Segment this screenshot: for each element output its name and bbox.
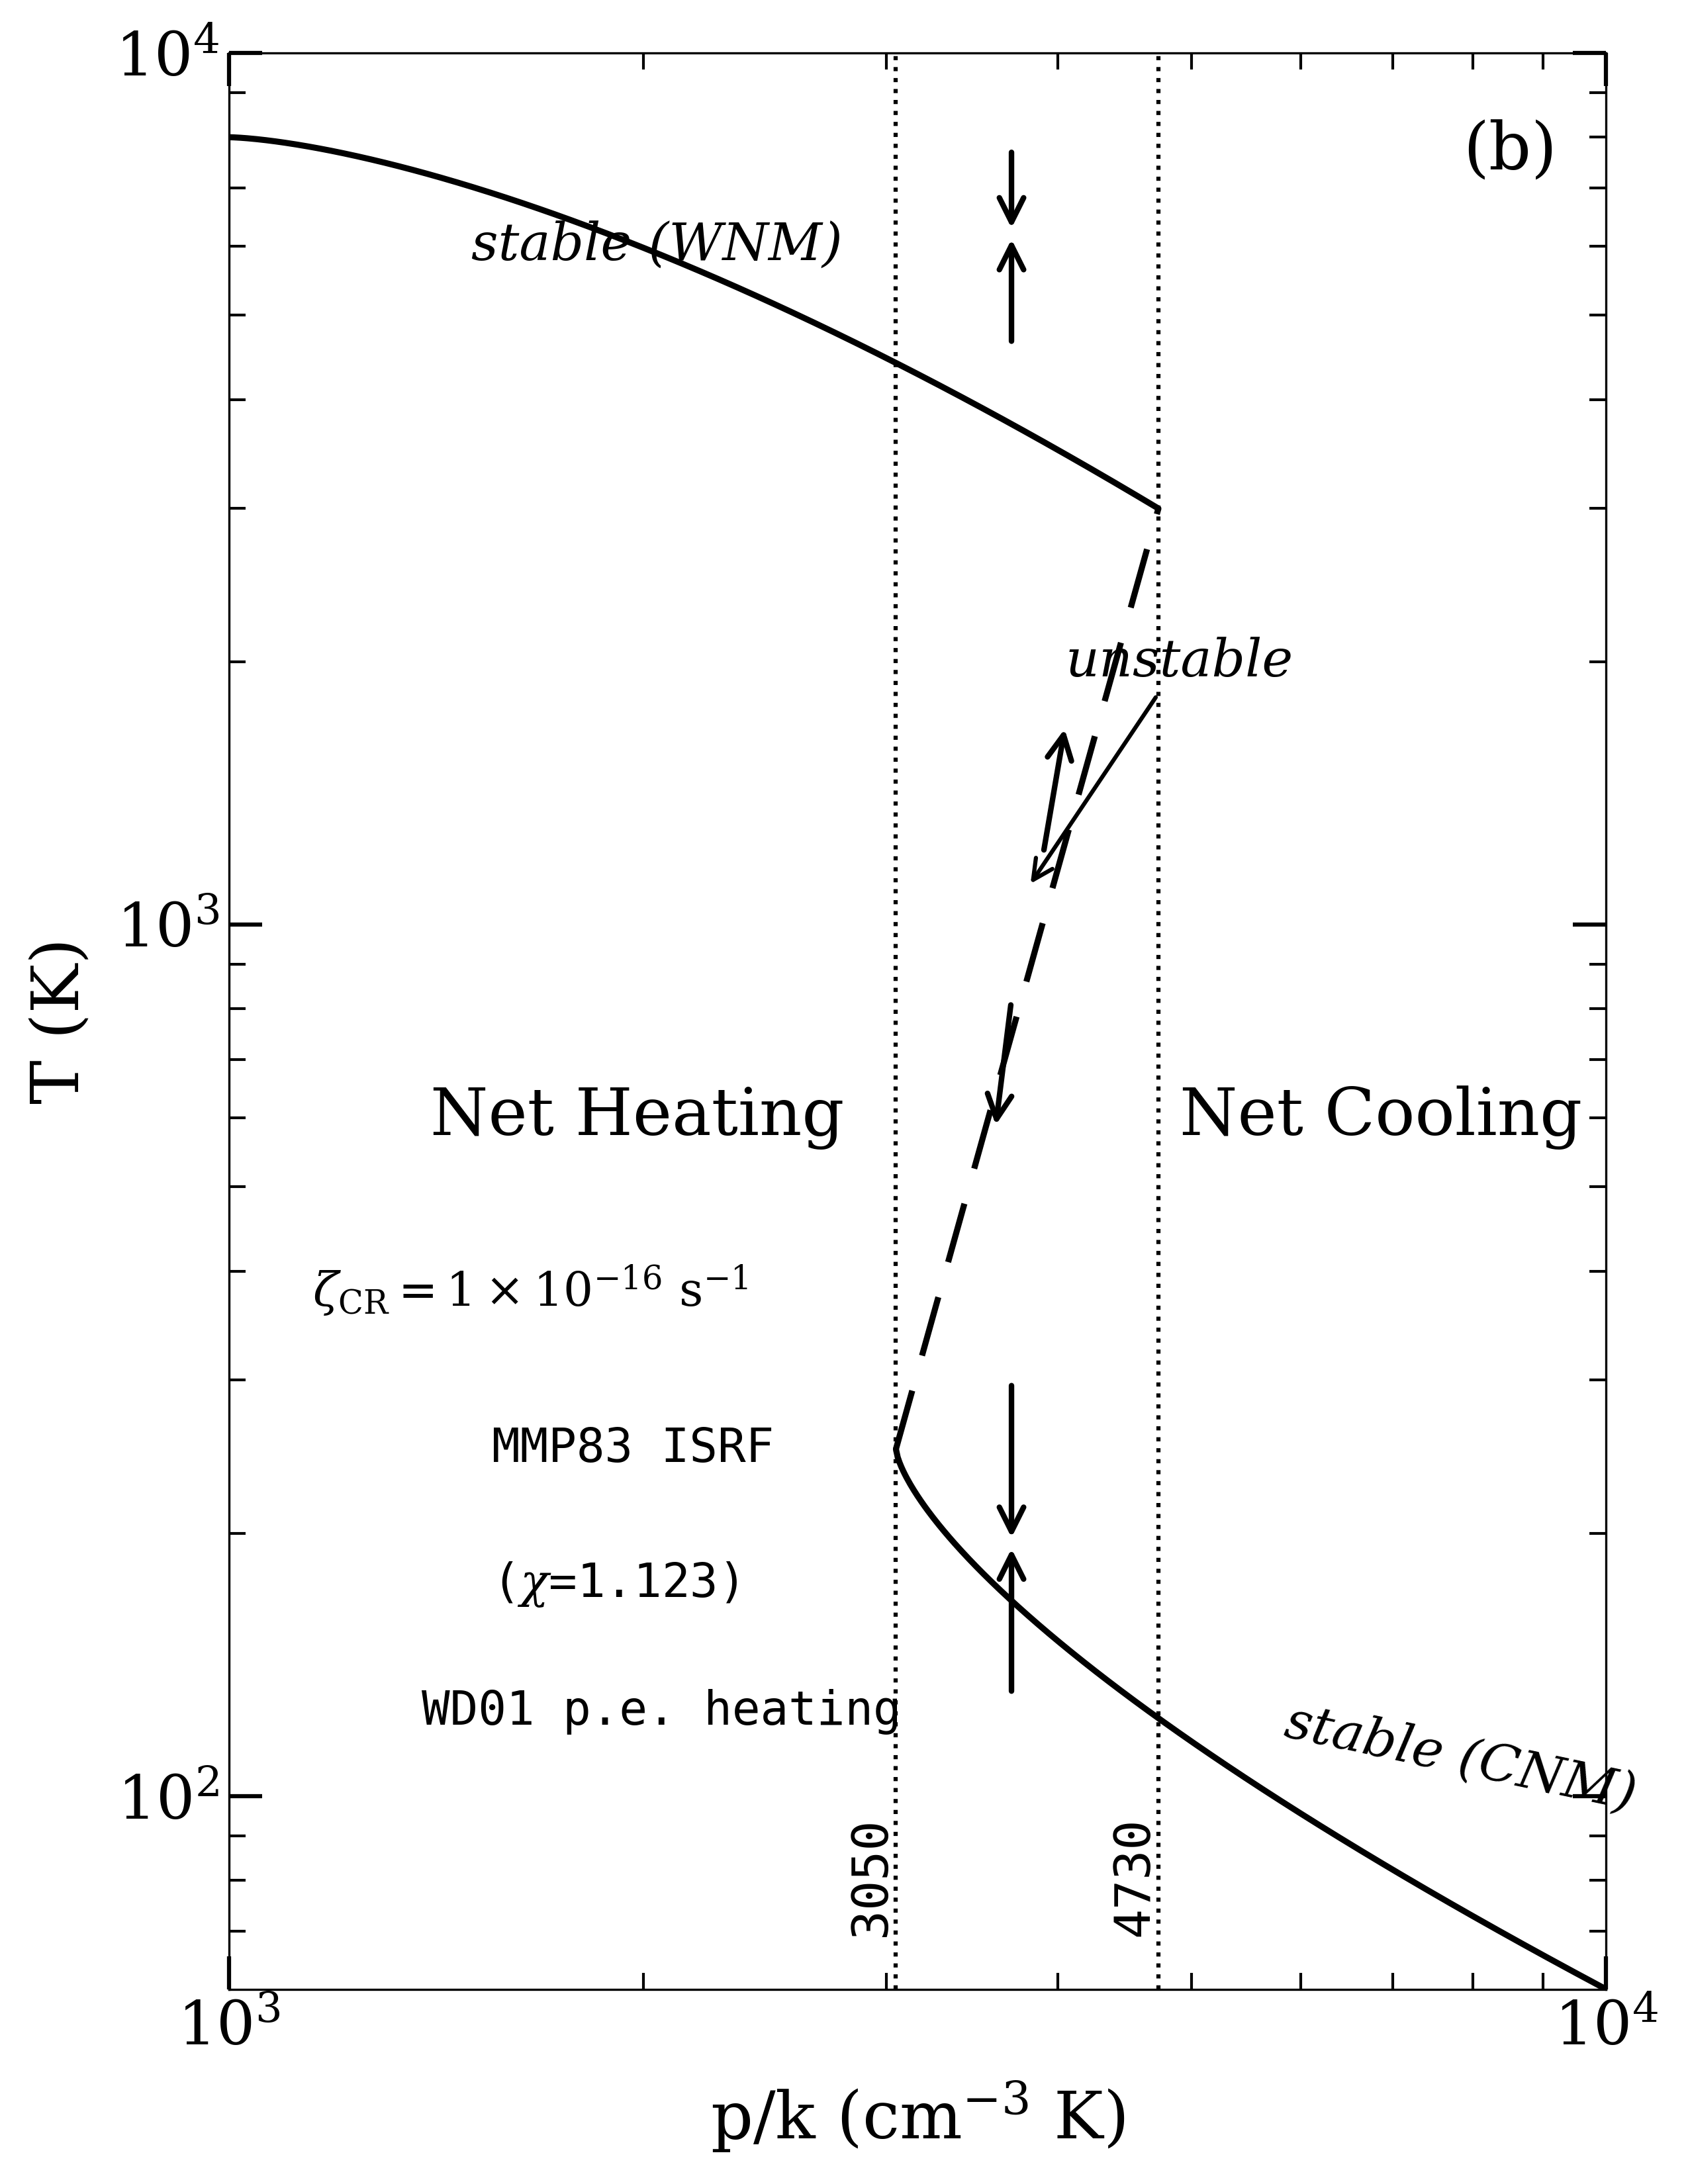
Text: stable (WNM): stable (WNM) xyxy=(471,221,842,271)
Text: 4730: 4730 xyxy=(1111,1817,1158,1937)
Text: WD01 p.e. heating: WD01 p.e. heating xyxy=(422,1688,901,1734)
Y-axis label: T (K): T (K) xyxy=(30,937,93,1105)
Text: 3050: 3050 xyxy=(847,1817,896,1937)
Text: (b): (b) xyxy=(1463,120,1556,183)
X-axis label: p/k (cm$^{-3}$ K): p/k (cm$^{-3}$ K) xyxy=(711,2079,1124,2153)
Text: stable (CNM): stable (CNM) xyxy=(1281,1697,1641,1821)
Text: Net Cooling: Net Cooling xyxy=(1180,1085,1582,1149)
Text: unstable: unstable xyxy=(1033,638,1293,880)
Text: MMP83 ISRF: MMP83 ISRF xyxy=(491,1426,775,1472)
Text: ($\chi$=1.123): ($\chi$=1.123) xyxy=(491,1559,738,1610)
Text: Net Heating: Net Heating xyxy=(430,1085,844,1149)
Text: $\zeta_{\rm CR}=1\times10^{-16}$ s$^{-1}$: $\zeta_{\rm CR}=1\times10^{-16}$ s$^{-1}… xyxy=(312,1262,748,1319)
